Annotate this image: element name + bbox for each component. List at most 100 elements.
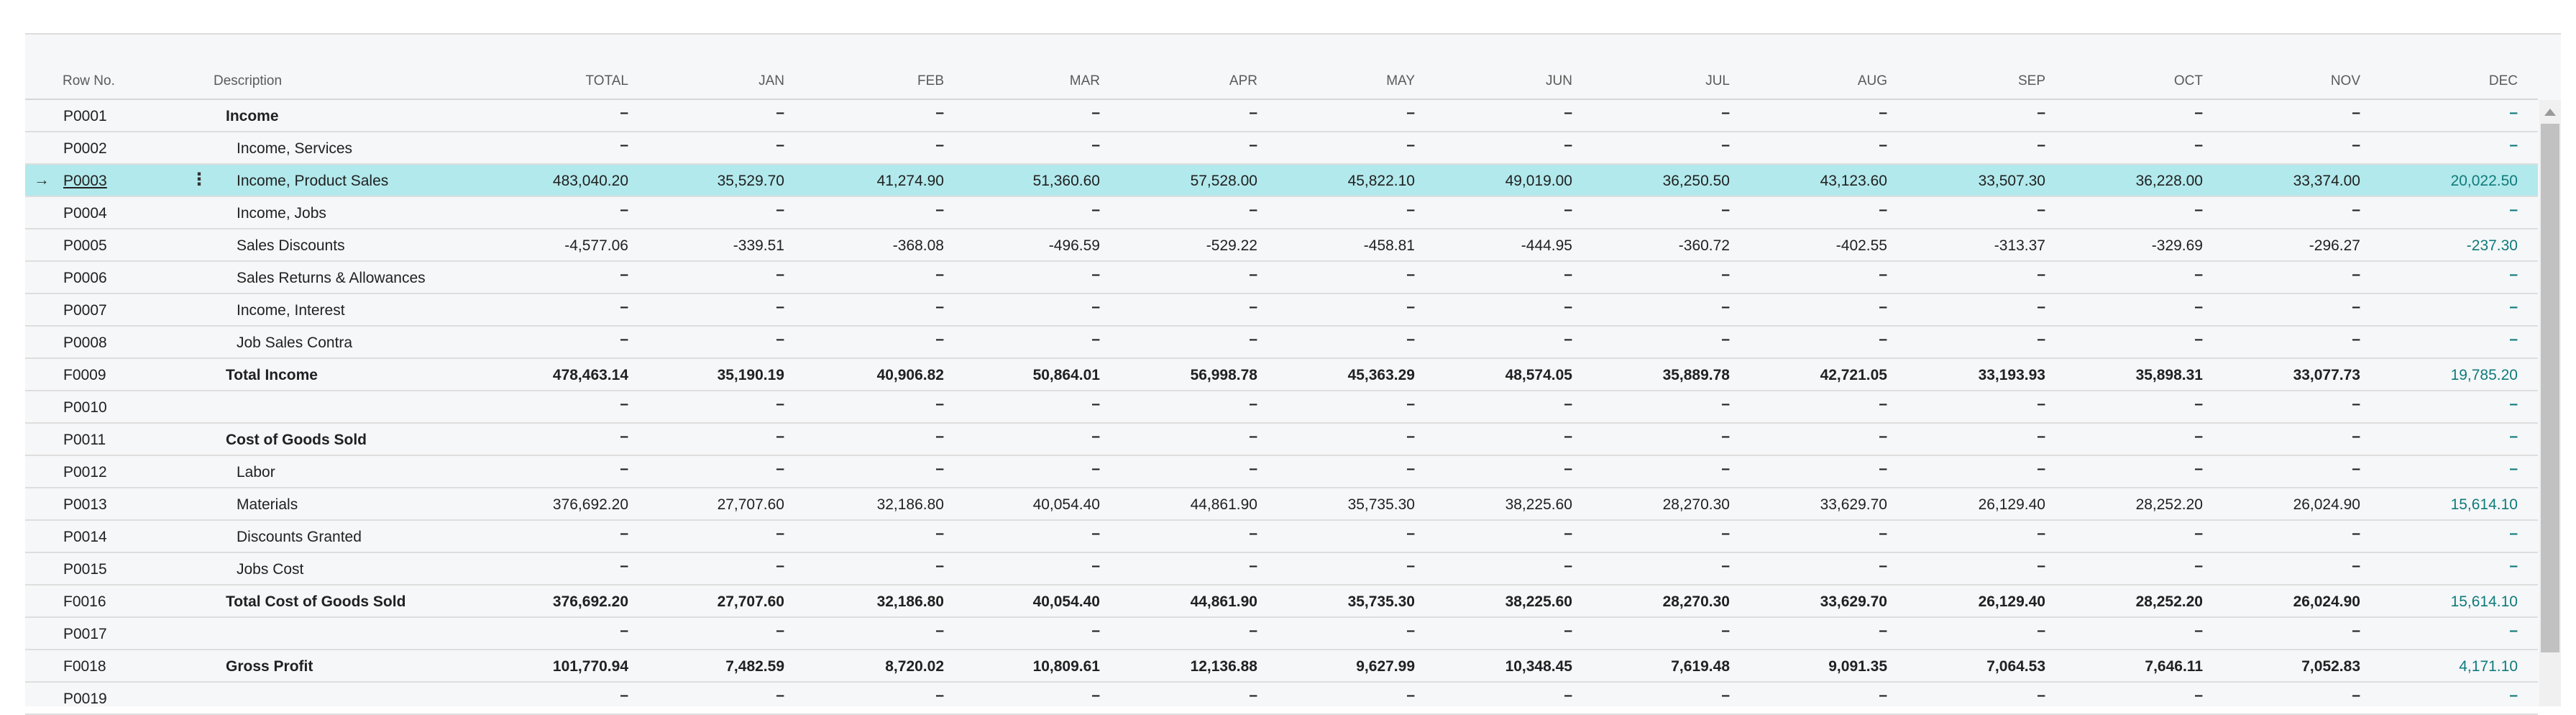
- amount-apr[interactable]: –: [1249, 525, 1257, 542]
- amount-mar[interactable]: –: [1091, 201, 1100, 218]
- amount-jul[interactable]: –: [1721, 622, 1730, 639]
- row-no[interactable]: F0009: [63, 367, 106, 383]
- amount-apr[interactable]: –: [1249, 137, 1257, 153]
- amount-oct[interactable]: –: [2194, 331, 2203, 347]
- amount-sep[interactable]: 26,129.40: [1978, 496, 2045, 513]
- amount-aug[interactable]: 42,721.05: [1820, 367, 1887, 383]
- amount-mar[interactable]: –: [1091, 557, 1100, 574]
- table-row[interactable]: F0016 Total Cost of Goods Sold 376,692.20 2…: [25, 586, 2538, 618]
- amount-feb[interactable]: -368.08: [892, 237, 944, 254]
- amount-aug[interactable]: –: [1879, 331, 1887, 347]
- amount-sep[interactable]: –: [2037, 460, 2045, 477]
- header-apr[interactable]: APR: [1229, 73, 1257, 88]
- amount-aug[interactable]: 9,091.35: [1828, 658, 1887, 675]
- amount-aug[interactable]: 33,629.70: [1820, 496, 1887, 513]
- amount-jun[interactable]: 10,348.45: [1505, 658, 1572, 675]
- amount-dec[interactable]: –: [2509, 428, 2518, 445]
- amount-dec[interactable]: –: [2509, 137, 2518, 153]
- amount-mar[interactable]: –: [1091, 622, 1100, 639]
- amount-feb[interactable]: –: [935, 525, 944, 542]
- amount-jan[interactable]: –: [776, 137, 784, 153]
- row-no[interactable]: P0008: [63, 334, 107, 351]
- amount-aug[interactable]: –: [1879, 428, 1887, 445]
- amount-total[interactable]: 376,692.20: [552, 496, 628, 513]
- amount-oct[interactable]: 28,252.20: [2135, 496, 2203, 513]
- amount-total[interactable]: –: [620, 460, 628, 477]
- amount-apr[interactable]: –: [1249, 428, 1257, 445]
- amount-dec[interactable]: –: [2509, 201, 2518, 218]
- amount-oct[interactable]: –: [2194, 622, 2203, 639]
- amount-may[interactable]: –: [1406, 525, 1415, 542]
- amount-nov[interactable]: –: [2352, 396, 2360, 412]
- amount-jun[interactable]: –: [1564, 525, 1572, 542]
- amount-dec[interactable]: 20,022.50: [2450, 173, 2518, 189]
- amount-feb[interactable]: –: [935, 460, 944, 477]
- amount-total[interactable]: –: [620, 622, 628, 639]
- amount-oct[interactable]: –: [2194, 396, 2203, 412]
- amount-jul[interactable]: –: [1721, 460, 1730, 477]
- table-row[interactable]: P0005 Sales Discounts -4,577.06 -339.51 -368…: [25, 229, 2538, 262]
- amount-aug[interactable]: -402.55: [1835, 237, 1887, 254]
- amount-dec[interactable]: –: [2509, 622, 2518, 639]
- row-no[interactable]: P0015: [63, 561, 107, 578]
- amount-jun[interactable]: –: [1564, 299, 1572, 315]
- amount-nov[interactable]: –: [2352, 622, 2360, 639]
- amount-jul[interactable]: 28,270.30: [1662, 593, 1730, 610]
- amount-nov[interactable]: –: [2352, 299, 2360, 315]
- amount-dec[interactable]: 4,171.10: [2459, 658, 2518, 675]
- vertical-scrollbar[interactable]: [2539, 100, 2561, 706]
- amount-jul[interactable]: –: [1721, 557, 1730, 574]
- amount-feb[interactable]: –: [935, 331, 944, 347]
- amount-nov[interactable]: 26,024.90: [2293, 593, 2360, 610]
- amount-jan[interactable]: –: [776, 299, 784, 315]
- amount-sep[interactable]: –: [2037, 201, 2045, 218]
- amount-oct[interactable]: 7,646.11: [2145, 658, 2203, 675]
- amount-jan[interactable]: 27,707.60: [717, 593, 784, 610]
- amount-sep[interactable]: 33,193.93: [1978, 367, 2045, 383]
- amount-jan[interactable]: –: [776, 396, 784, 412]
- amount-jun[interactable]: –: [1564, 331, 1572, 347]
- amount-jan[interactable]: –: [776, 428, 784, 445]
- amount-sep[interactable]: 33,507.30: [1978, 173, 2045, 189]
- amount-feb[interactable]: –: [935, 104, 944, 121]
- amount-nov[interactable]: –: [2352, 201, 2360, 218]
- amount-jul[interactable]: 36,250.50: [1662, 173, 1730, 189]
- row-no[interactable]: P0007: [63, 302, 107, 319]
- amount-jan[interactable]: –: [776, 266, 784, 283]
- amount-aug[interactable]: –: [1879, 557, 1887, 574]
- amount-total[interactable]: –: [620, 299, 628, 315]
- more-vertical-icon[interactable]: ⋮: [191, 170, 208, 189]
- amount-dec[interactable]: –: [2509, 299, 2518, 315]
- amount-jul[interactable]: –: [1721, 299, 1730, 315]
- amount-may[interactable]: –: [1406, 396, 1415, 412]
- amount-oct[interactable]: –: [2194, 428, 2203, 445]
- amount-jan[interactable]: -339.51: [733, 237, 784, 254]
- amount-total[interactable]: –: [620, 104, 628, 121]
- amount-jan[interactable]: 27,707.60: [717, 496, 784, 513]
- amount-jan[interactable]: 35,529.70: [717, 173, 784, 189]
- amount-jun[interactable]: 49,019.00: [1505, 173, 1572, 189]
- amount-nov[interactable]: 26,024.90: [2293, 496, 2360, 513]
- amount-apr[interactable]: -529.22: [1206, 237, 1257, 254]
- amount-jun[interactable]: –: [1564, 687, 1572, 703]
- header-feb[interactable]: FEB: [917, 73, 944, 88]
- table-row[interactable]: F0018 Gross Profit 101,770.94 7,482.59 8,720…: [25, 650, 2538, 683]
- amount-nov[interactable]: –: [2352, 460, 2360, 477]
- amount-nov[interactable]: –: [2352, 137, 2360, 153]
- amount-dec[interactable]: –: [2509, 460, 2518, 477]
- amount-nov[interactable]: –: [2352, 104, 2360, 121]
- amount-total[interactable]: 483,040.20: [552, 173, 628, 189]
- amount-may[interactable]: –: [1406, 687, 1415, 703]
- header-may[interactable]: MAY: [1386, 73, 1415, 88]
- amount-oct[interactable]: 35,898.31: [2135, 367, 2203, 383]
- amount-jun[interactable]: –: [1564, 137, 1572, 153]
- amount-total[interactable]: –: [620, 201, 628, 218]
- table-row[interactable]: P0004 Income, Jobs – – – – – – – – – – – – –: [25, 197, 2538, 229]
- amount-dec[interactable]: 19,785.20: [2450, 367, 2518, 383]
- row-no[interactable]: P0013: [63, 496, 107, 513]
- amount-jul[interactable]: -360.72: [1678, 237, 1730, 254]
- amount-oct[interactable]: –: [2194, 201, 2203, 218]
- amount-jun[interactable]: 38,225.60: [1505, 496, 1572, 513]
- amount-mar[interactable]: 40,054.40: [1032, 496, 1100, 513]
- amount-may[interactable]: 9,627.99: [1356, 658, 1415, 675]
